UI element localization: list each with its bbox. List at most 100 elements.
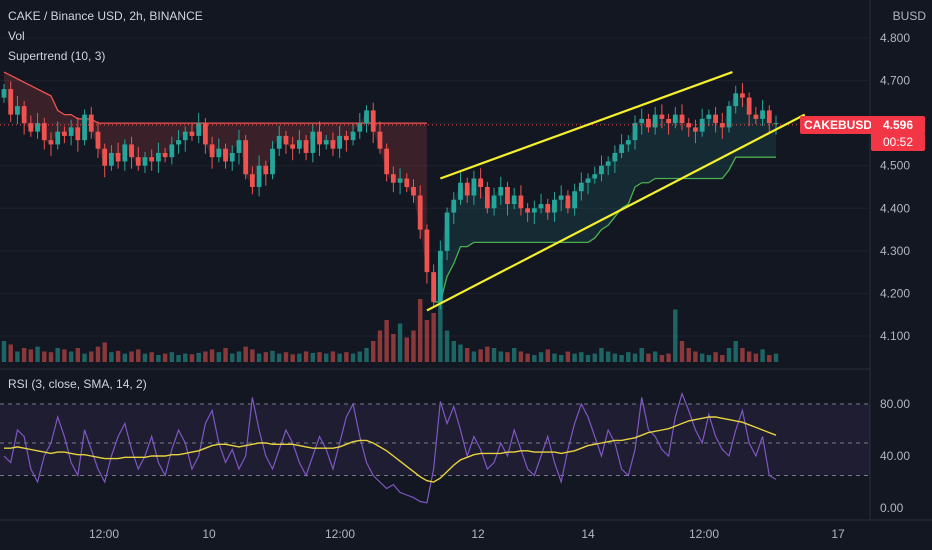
candle-body (229, 152, 235, 162)
candle-body (142, 157, 148, 166)
rsi-legend[interactable]: RSI (3, close, SMA, 14, 2) (8, 377, 147, 391)
candle-body (652, 114, 658, 128)
candle-body (109, 152, 114, 166)
candle-body (323, 140, 329, 145)
volume-bar (169, 352, 175, 362)
volume-bar (733, 341, 738, 362)
candle-body (283, 135, 289, 145)
volume-bar (324, 353, 329, 362)
candle-body (552, 199, 557, 213)
candle-body (384, 148, 390, 175)
volume-bar (397, 323, 403, 362)
rsi-layer (0, 391, 870, 504)
volume-bar (767, 355, 772, 362)
supertrend-down-fill (4, 72, 427, 273)
supertrend-up-fill (433, 93, 776, 302)
supertrend-legend[interactable]: Supertrend (10, 3) (8, 49, 106, 63)
price-tick-label: 4.300 (880, 244, 910, 258)
countdown-tag: 00:52 (871, 133, 925, 151)
candle-body (538, 204, 544, 209)
volume-bar (35, 346, 40, 362)
candle-body (518, 195, 524, 209)
candles-layer (0, 81, 870, 310)
candle-body (511, 195, 517, 205)
candle-body (639, 118, 645, 124)
candle-body (444, 212, 450, 251)
candle-body (317, 131, 322, 145)
volume-bar (15, 351, 20, 362)
candle-body (397, 178, 403, 183)
price-axis-currency: BUSD (892, 9, 926, 23)
price-tick-label: 4.400 (880, 201, 910, 215)
volume-bar (344, 352, 349, 362)
rsi-tick-label: 0.00 (880, 501, 904, 515)
volume-bar (753, 353, 759, 362)
volume-bar (48, 352, 54, 362)
volume-bar (458, 344, 463, 362)
supertrend-layer (3, 71, 776, 303)
candle-body (41, 123, 47, 141)
volume-bar (626, 352, 631, 362)
volume-bar (605, 351, 611, 362)
volume-bar (196, 352, 201, 362)
volume-bar (485, 346, 490, 362)
volume-bar (740, 348, 745, 362)
volume-bar (444, 330, 450, 362)
volume-bar (773, 353, 779, 362)
volume-bar (28, 349, 34, 362)
volume-bar (270, 350, 275, 362)
volume-bar (62, 349, 67, 362)
volume-bar (438, 292, 443, 362)
candle-body (760, 110, 765, 119)
rsi-tick-label: 80.00 (880, 397, 910, 411)
volume-bar (317, 352, 322, 362)
volume-bar (411, 330, 416, 362)
volume-bar (136, 349, 141, 362)
volume-bar (176, 355, 181, 362)
candle-body (713, 114, 718, 124)
candle-body (484, 187, 490, 209)
price-tick-label: 4.200 (880, 286, 910, 300)
upper-trendline (439, 71, 733, 180)
volume-bar (713, 352, 718, 362)
candle-body (726, 106, 732, 128)
candle-body (135, 157, 141, 166)
volume-bar (558, 355, 564, 362)
volume-bar (599, 348, 604, 362)
vol-legend[interactable]: Vol (8, 29, 25, 43)
volume-bar (579, 352, 584, 362)
candle-body (437, 250, 443, 302)
candle-body (666, 118, 671, 124)
candle-body (424, 229, 430, 273)
candle-body (28, 123, 34, 132)
volume-bar (377, 330, 383, 362)
volume-bar (1, 341, 7, 362)
candle-body (585, 178, 591, 183)
volume-bar (277, 353, 282, 362)
time-tick-label: 12 (471, 527, 485, 541)
volume-bar (639, 348, 644, 362)
volume-bar (726, 348, 732, 362)
candle-body (102, 148, 108, 166)
volume-bar (371, 341, 376, 362)
volume-bar (95, 346, 101, 362)
candle-body (679, 114, 685, 124)
candle-body (390, 174, 396, 183)
volume-bar (243, 346, 248, 362)
candle-body (357, 123, 363, 132)
candle-body (343, 135, 349, 141)
volume-bar (115, 350, 121, 362)
candle-body (773, 123, 779, 125)
candle-body (276, 135, 282, 149)
candle-body (699, 118, 705, 132)
candle-body (693, 127, 698, 132)
candle-body (505, 187, 510, 205)
volume-bar (525, 353, 530, 362)
volume-bar (478, 349, 483, 362)
candle-body (411, 187, 416, 196)
candle-body (263, 165, 269, 175)
candle-body (310, 131, 316, 153)
candle-body (464, 182, 470, 196)
volume-bar (538, 352, 544, 362)
